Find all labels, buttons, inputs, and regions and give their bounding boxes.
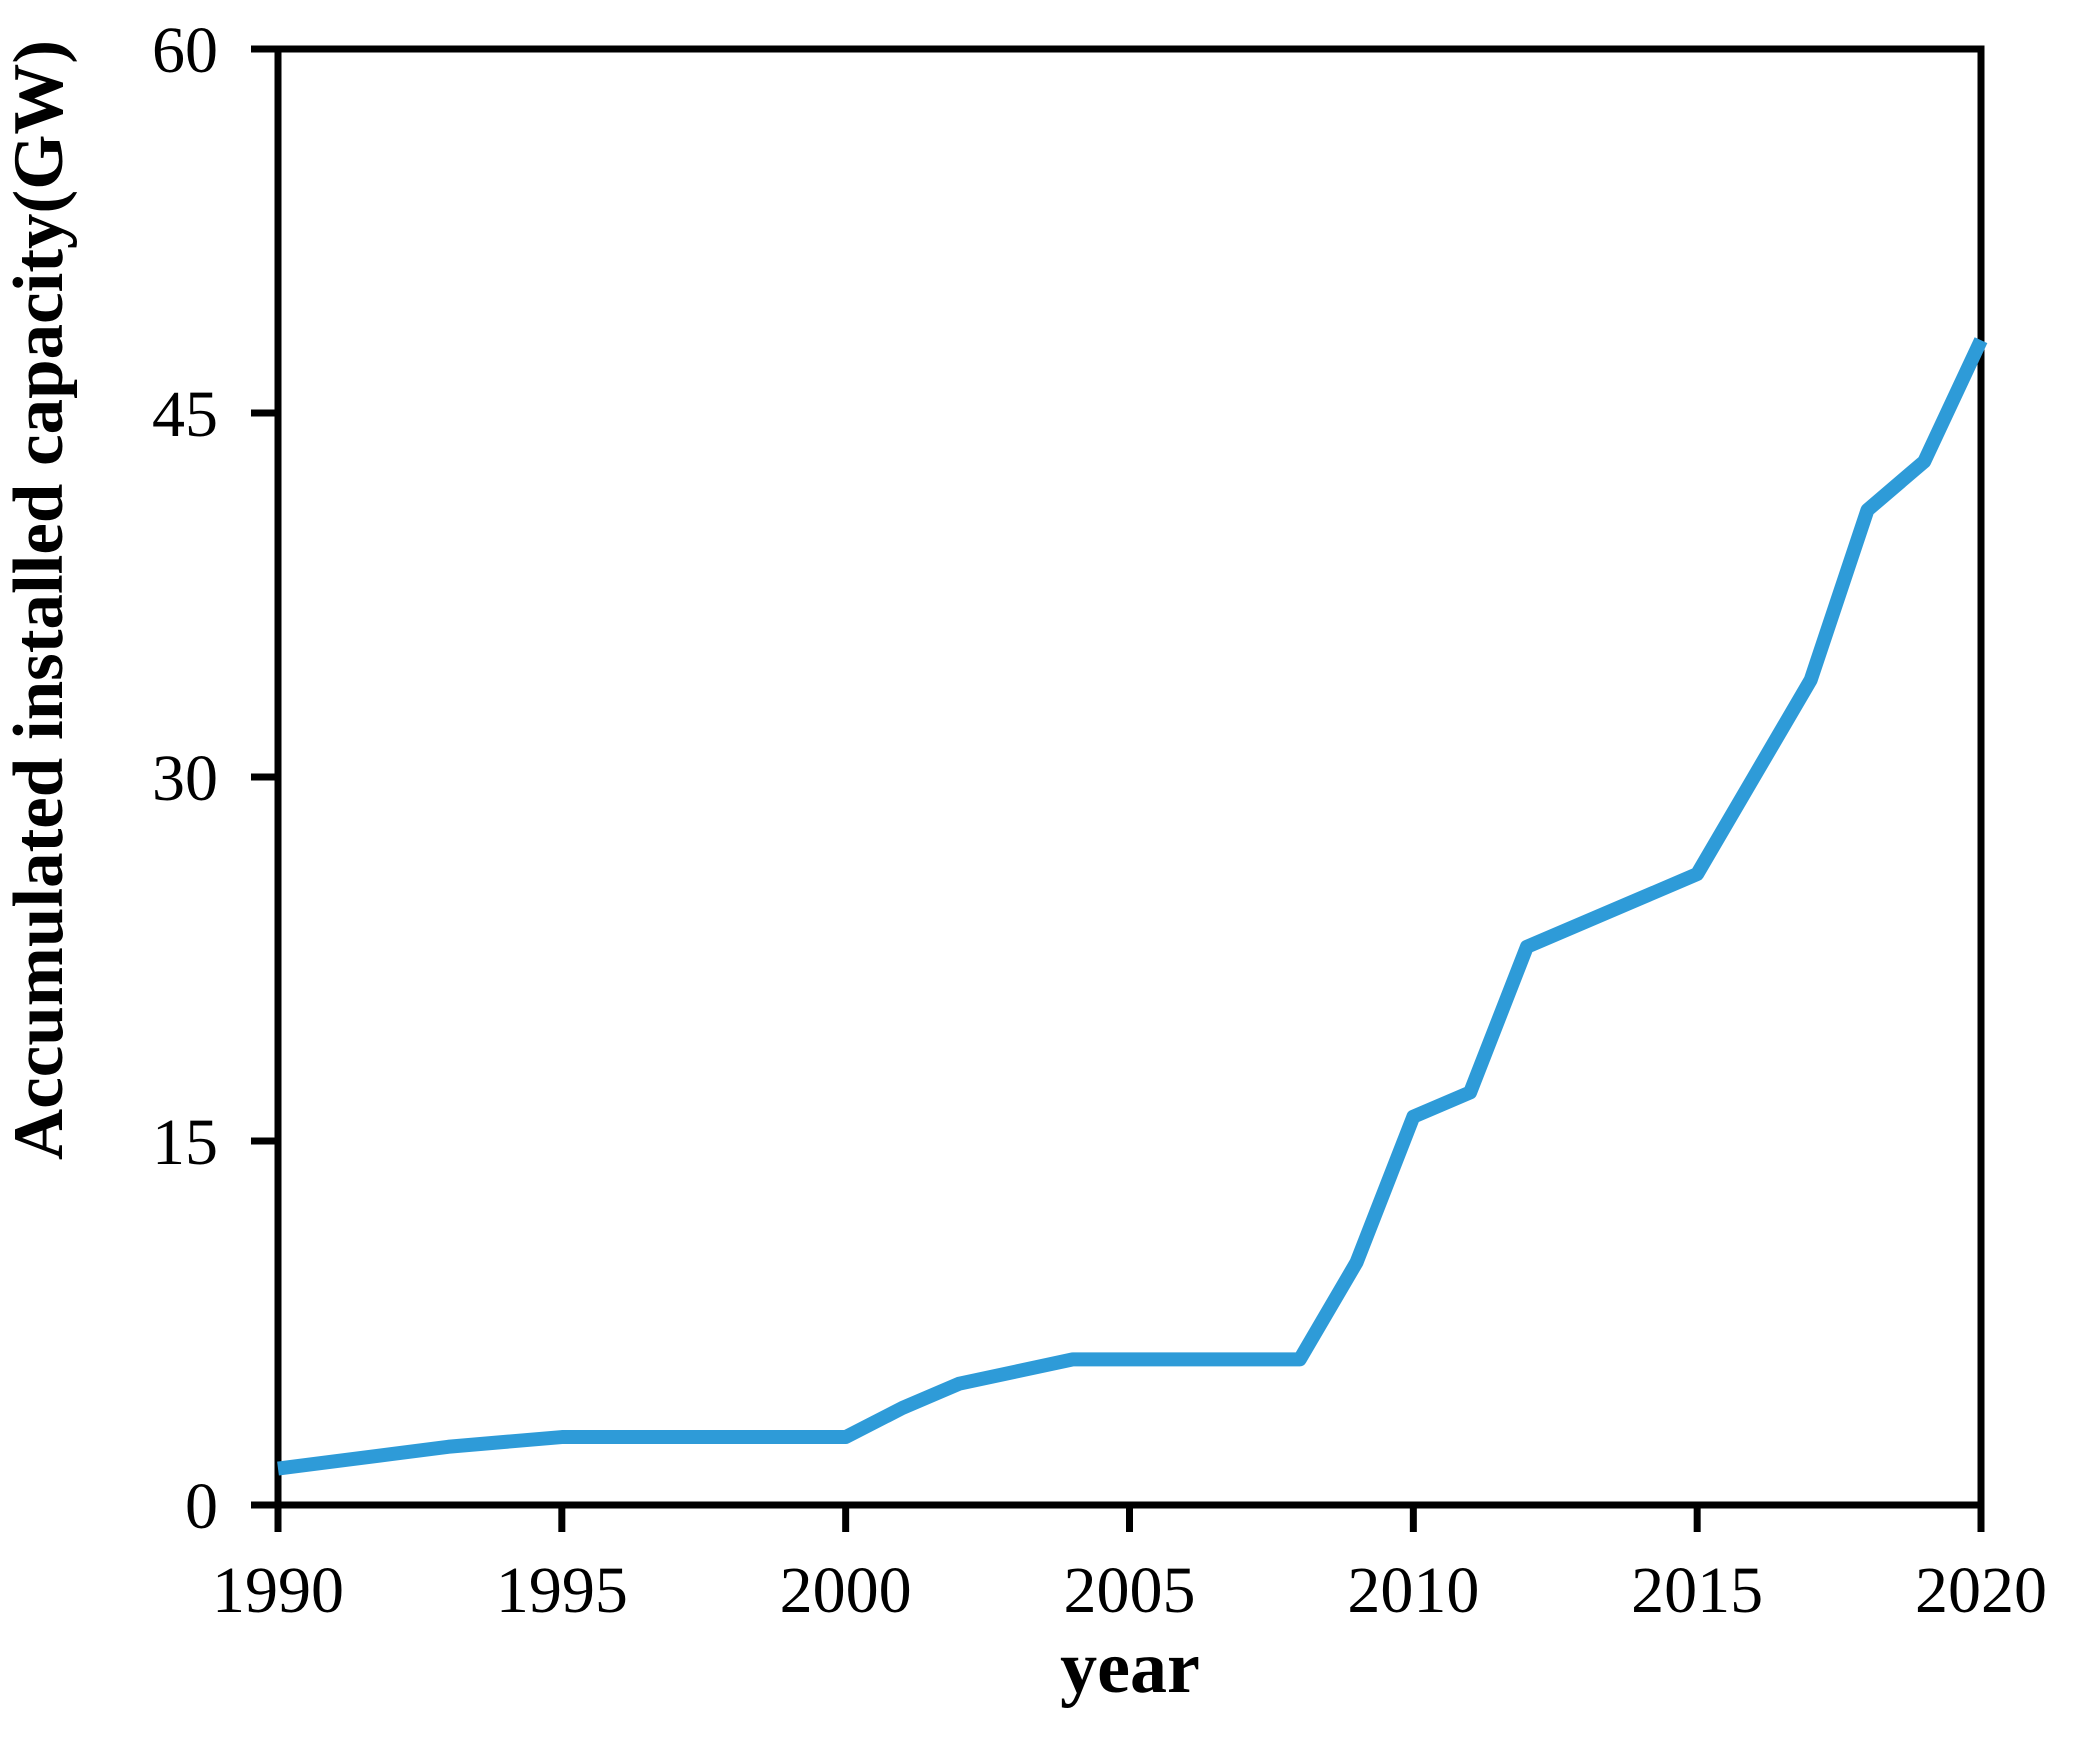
plot-frame bbox=[274, 45, 1985, 1509]
x-tick-label: 2010 bbox=[1347, 1554, 1479, 1627]
x-tick-label: 1995 bbox=[496, 1554, 628, 1627]
x-tick-marks bbox=[274, 1505, 1985, 1532]
y-tick-label: 45 bbox=[152, 378, 218, 451]
y-axis-title: Accumulated installed capacity(GW) bbox=[0, 40, 78, 1160]
x-tick-label: 2015 bbox=[1631, 1554, 1763, 1627]
x-tick-label: 2005 bbox=[1064, 1554, 1196, 1627]
y-tick-label: 0 bbox=[185, 1470, 218, 1543]
y-tick-marks bbox=[251, 45, 278, 1509]
y-tick-label: 30 bbox=[152, 742, 218, 815]
x-tick-label: 1990 bbox=[212, 1554, 344, 1627]
y-tick-labels: 0 15 30 45 60 bbox=[152, 14, 218, 1543]
x-axis-title: year bbox=[1060, 1627, 1200, 1709]
x-tick-label: 2000 bbox=[780, 1554, 912, 1627]
data-series-line bbox=[277, 337, 1988, 1476]
x-tick-labels: 1990 1995 2000 2005 2010 2015 2020 bbox=[212, 1554, 2047, 1627]
x-tick-label: 2020 bbox=[1915, 1554, 2047, 1627]
y-tick-label: 60 bbox=[152, 14, 218, 87]
y-tick-label: 15 bbox=[152, 1106, 218, 1179]
